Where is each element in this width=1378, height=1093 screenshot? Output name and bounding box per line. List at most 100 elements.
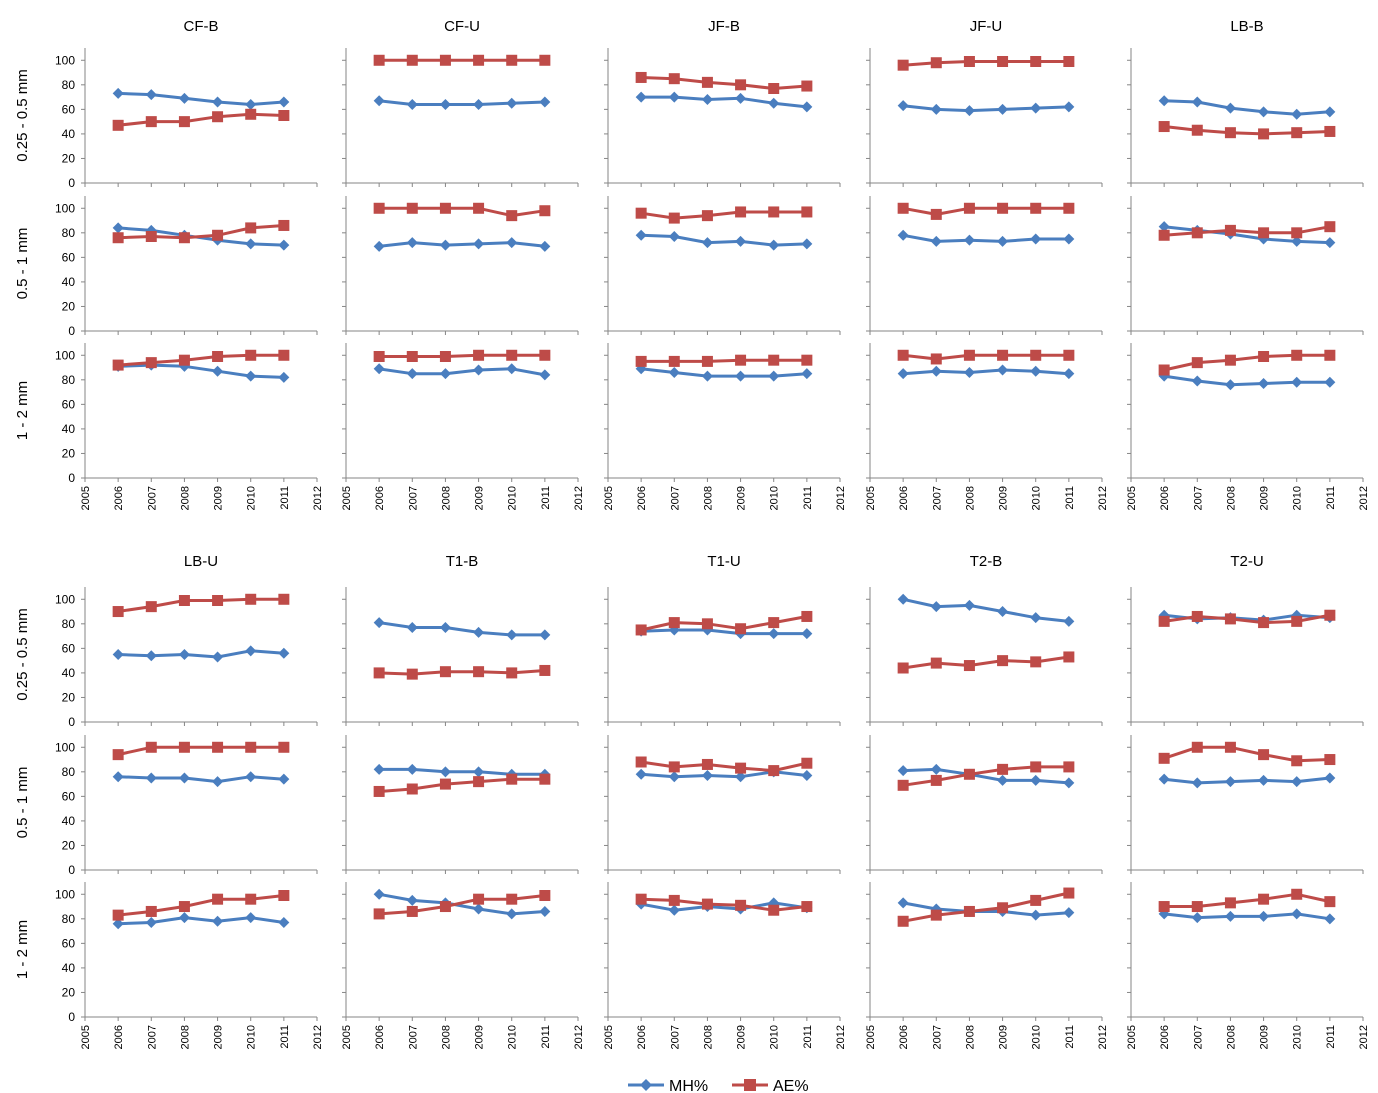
data-point-mh <box>373 363 385 375</box>
data-point-ae <box>735 899 747 911</box>
data-point-ae <box>1324 125 1336 137</box>
data-point-mh <box>801 770 813 781</box>
data-point-mh <box>963 234 975 246</box>
x-tick-label: 2008 <box>440 1025 452 1049</box>
data-point-mh <box>245 645 257 657</box>
x-tick-label: 2007 <box>407 486 419 510</box>
series-line-mh <box>903 767 1070 785</box>
x-tick-label: 2006 <box>113 1025 125 1049</box>
data-point-ae <box>701 618 713 630</box>
data-point-ae <box>406 905 418 917</box>
data-point-ae <box>1258 617 1270 629</box>
series-line-mh <box>641 628 807 636</box>
x-tick-label: 2010 <box>769 1025 781 1049</box>
panel: 0 20 40 60 80 100 2005 2006 2007 2008 2009 2010 2011… <box>14 882 324 1049</box>
data-point-mh <box>145 917 157 928</box>
y-tick-label: 100 <box>55 592 75 606</box>
row-label: 0.25 - 0.5 mm <box>14 608 31 701</box>
series-line-ae <box>902 765 1069 787</box>
row-label: 0.25 - 0.5 mm <box>14 69 31 162</box>
data-point-ae <box>245 108 257 120</box>
data-point-mh <box>1030 909 1042 921</box>
data-point-mh <box>930 103 942 115</box>
data-point-ae <box>539 54 551 66</box>
series-line-mh <box>378 621 545 637</box>
data-point-ae <box>1291 615 1303 627</box>
panel: 2005 2006 2007 2008 2009 2010 2011 2012 <box>865 882 1109 1049</box>
y-tick-label: 20 <box>62 299 76 313</box>
data-point-ae <box>1291 755 1303 767</box>
data-point-ae <box>635 207 647 219</box>
data-point-mh <box>439 98 451 110</box>
data-point-ae <box>1030 349 1042 361</box>
y-tick-label: 60 <box>62 641 76 655</box>
x-tick-label: 2010 <box>246 486 258 510</box>
y-tick-label: 60 <box>62 936 76 950</box>
data-point-ae <box>1191 124 1203 136</box>
x-tick-label: 2006 <box>636 486 648 510</box>
data-point-mh <box>1030 102 1042 114</box>
series-line-ae <box>117 597 284 613</box>
data-point-ae <box>112 909 124 921</box>
data-point-mh <box>801 101 813 113</box>
data-point-ae <box>1324 754 1336 766</box>
data-point-ae <box>997 56 1009 67</box>
data-point-mh <box>701 237 713 249</box>
data-point-ae <box>635 624 647 636</box>
data-point-ae <box>735 79 747 91</box>
y-tick-label: 80 <box>62 373 76 387</box>
data-point-ae <box>473 776 485 788</box>
data-point-ae <box>506 54 518 66</box>
data-point-mh <box>245 771 257 783</box>
x-tick-label: 2009 <box>1259 1025 1271 1049</box>
data-point-mh <box>1324 237 1336 249</box>
series-line-ae <box>902 655 1070 670</box>
data-point-mh <box>1258 378 1270 389</box>
data-point-ae <box>997 902 1009 914</box>
series-line-mh <box>118 916 285 926</box>
data-point-mh <box>245 238 257 250</box>
series-line-ae <box>379 353 545 358</box>
data-point-ae <box>278 349 290 361</box>
data-point-ae <box>768 904 780 916</box>
x-tick-label: 2005 <box>865 486 877 510</box>
y-tick-label: 100 <box>55 201 75 215</box>
x-tick-label: 2006 <box>898 1025 910 1049</box>
data-point-ae <box>1324 349 1336 361</box>
series-line-ae <box>1163 613 1331 625</box>
panel-title: T2-U <box>1230 553 1263 570</box>
data-point-ae <box>963 905 975 917</box>
panel: 0 20 40 60 80 100 0.5 - 1 mm <box>14 735 318 877</box>
data-point-mh <box>930 365 942 377</box>
data-point-ae <box>801 354 813 366</box>
data-point-ae <box>439 901 451 913</box>
x-tick-label: 2007 <box>146 1025 158 1049</box>
series-line-ae <box>1163 353 1330 372</box>
data-point-ae <box>997 202 1009 214</box>
data-point-mh <box>1291 776 1303 788</box>
data-point-ae <box>1030 894 1042 906</box>
x-tick-label: 2008 <box>1225 486 1237 510</box>
data-point-mh <box>897 368 909 380</box>
x-tick-label: 2008 <box>1225 1025 1237 1049</box>
data-point-mh <box>473 766 485 778</box>
series-line-ae <box>118 224 285 240</box>
y-tick-label: 20 <box>62 446 76 460</box>
data-point-mh <box>373 617 385 629</box>
data-point-ae <box>668 355 680 367</box>
y-tick-label: 40 <box>62 961 76 975</box>
data-point-ae <box>1291 349 1303 361</box>
data-point-ae <box>1291 127 1303 139</box>
data-point-mh <box>930 601 942 613</box>
y-tick-label: 60 <box>62 789 76 803</box>
data-point-mh <box>439 368 451 380</box>
series-line-ae <box>641 76 808 90</box>
x-tick-label: 2007 <box>407 1025 419 1049</box>
data-point-ae <box>1224 127 1236 139</box>
series-line-ae <box>379 206 546 218</box>
data-point-mh <box>473 238 485 250</box>
data-point-ae <box>963 56 975 67</box>
y-tick-label: 60 <box>62 397 76 411</box>
data-point-mh <box>112 771 124 783</box>
